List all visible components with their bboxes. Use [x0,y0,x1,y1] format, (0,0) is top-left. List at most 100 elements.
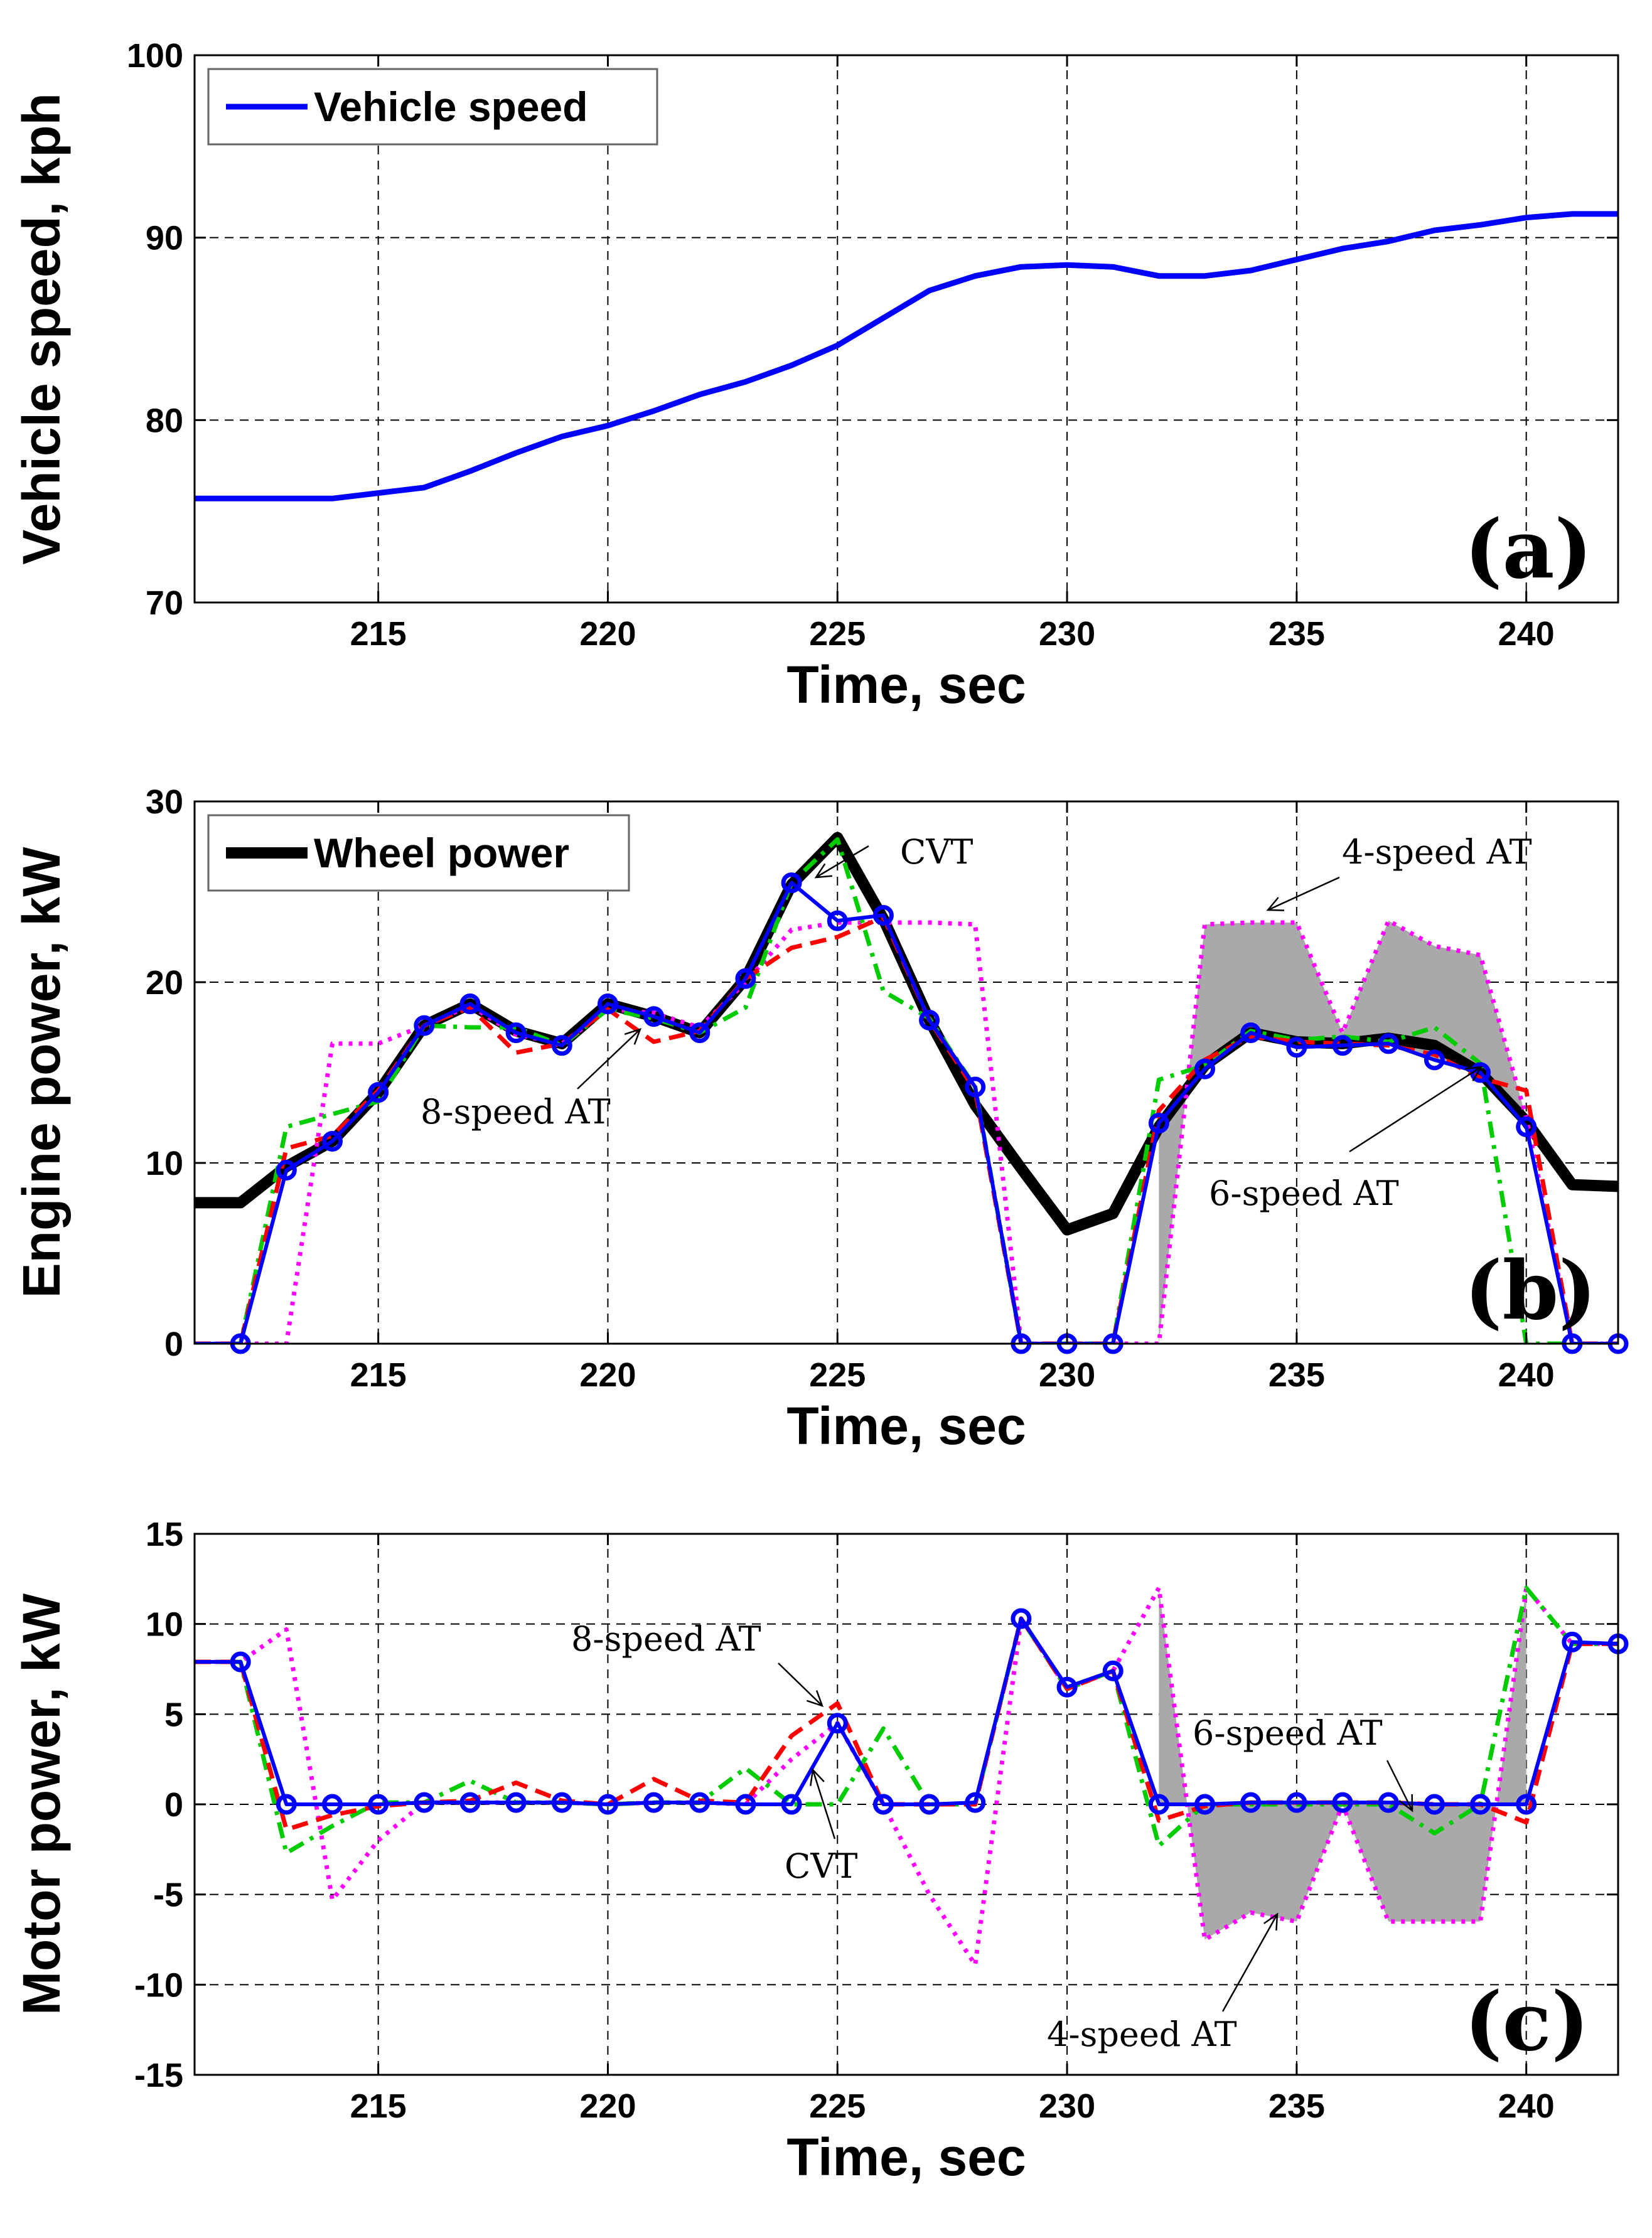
data-point [965,1792,986,1813]
data-point [872,904,894,926]
y-tick-label: -15 [134,2057,183,2094]
legend-label: Vehicle speed [314,83,588,130]
data-point [781,1794,802,1815]
x-tick-label: 225 [809,2087,866,2125]
panel-label: (b) [1464,1244,1597,1338]
data-point [827,1713,848,1734]
data-point [1516,1116,1537,1137]
y-tick-label: 15 [146,1516,183,1553]
annotation: 6-speed AT [1209,1066,1483,1213]
data-point [872,1794,894,1815]
x-tick-label: 220 [579,1356,636,1394]
x-tick-label: 215 [350,1356,407,1394]
data-point [1194,1058,1216,1079]
x-tick-label: 230 [1039,615,1095,653]
data-point [414,1792,435,1813]
annotation: 4-speed AT [1047,1912,1279,2054]
x-tick-label: 220 [579,2087,636,2125]
x-tick-label: 225 [809,615,866,653]
x-tick-label: 240 [1498,615,1555,653]
annotation-arrow [1267,876,1340,911]
x-tick-label: 220 [579,615,636,653]
y-tick-label: -5 [153,1877,183,1914]
annotation: 4-speed AT [1266,832,1532,911]
data-point [919,1009,940,1031]
data-point [965,1076,986,1098]
x-tick-label: 235 [1268,1356,1325,1394]
axes-box [193,54,1619,604]
annotation-arrowhead [624,1028,642,1045]
data-point [689,1022,711,1044]
data-point [781,872,802,894]
annotation-label: 6-speed AT [1193,1713,1383,1753]
series-line-6-speed-at [195,1585,1618,1856]
annotation-arrow [815,845,869,879]
data-point [230,1651,251,1673]
data-point [1148,1794,1169,1815]
data-point [276,1794,297,1815]
data-point [735,968,756,989]
data-point [505,1792,527,1813]
data-point [551,1035,572,1056]
data-point [1470,1794,1491,1815]
data-point [459,993,481,1015]
data-point [1424,1049,1445,1071]
data-point [1378,1792,1399,1813]
chart-panel-3: 215 220 225 230 235 240 -15 -10 -5 0 5 10 15 Time, se… [12,1516,1629,2187]
annotation-arrowhead [810,1768,825,1786]
data-point [1056,1676,1078,1698]
annotation-arrowhead [1263,1912,1279,1931]
annotation-label: 8-speed AT [421,1092,611,1132]
annotation-label: CVT [900,832,973,872]
x-tick-label: 240 [1498,1356,1555,1394]
annotation-arrowhead [1266,897,1285,911]
annotation-arrow [1221,1914,1279,2012]
legend: Vehicle speed [207,68,658,146]
annotation-arrowhead [1465,1066,1483,1081]
data-point [368,1794,389,1815]
data-point [551,1792,572,1813]
data-point [597,993,618,1015]
x-tick-label: 240 [1498,2087,1555,2125]
data-point [1562,1631,1583,1652]
data-point [1011,1608,1032,1629]
legend-label: Wheel power [314,830,569,876]
x-tick-label: 215 [350,2087,407,2125]
annotation: 8-speed AT [421,1028,642,1132]
annotation: 8-speed AT [571,1619,824,1708]
series-line-8-speed-at [195,1616,1618,1832]
x-tick-label: 230 [1039,1356,1095,1394]
y-axis-label: Motor power, kW [12,1593,71,2015]
annotation-label: 8-speed AT [571,1619,761,1659]
y-axis-label: Vehicle speed, kph [12,93,71,565]
data-point [643,1792,665,1813]
y-axis-label: Engine power, kW [12,847,71,1298]
data-point [459,1792,481,1813]
data-point [1332,1035,1353,1056]
annotation: 6-speed AT [1193,1713,1413,1812]
y-tick-label: 100 [127,37,183,75]
annotation-arrow [778,1662,823,1706]
data-point [321,1794,343,1815]
data-point [735,1794,756,1815]
annotation: CVT [785,1768,857,1886]
annotation-label: 6-speed AT [1209,1174,1399,1213]
annotation-arrowhead [1398,1794,1413,1812]
chart-panel-1: 215 220 225 230 235 240 70 80 90 100 Time, sec Vehi… [12,37,1619,714]
annotation-arrowhead [806,1690,824,1708]
annotation-arrow [812,1769,836,1839]
y-tick-label: 90 [146,220,183,257]
y-tick-label: 80 [146,402,183,439]
data-point [1378,1033,1399,1054]
data-point [1194,1794,1216,1815]
data-point [1102,1660,1124,1681]
y-tick-label: 10 [146,1606,183,1644]
data-point [414,1015,435,1036]
annotation-arrow [577,1029,641,1090]
data-point [1516,1794,1537,1815]
y-tick-label: 10 [146,1145,183,1182]
annotation-arrow [1349,1066,1482,1153]
series-line-6-speed-at [195,837,1618,1344]
data-point [321,1130,343,1152]
